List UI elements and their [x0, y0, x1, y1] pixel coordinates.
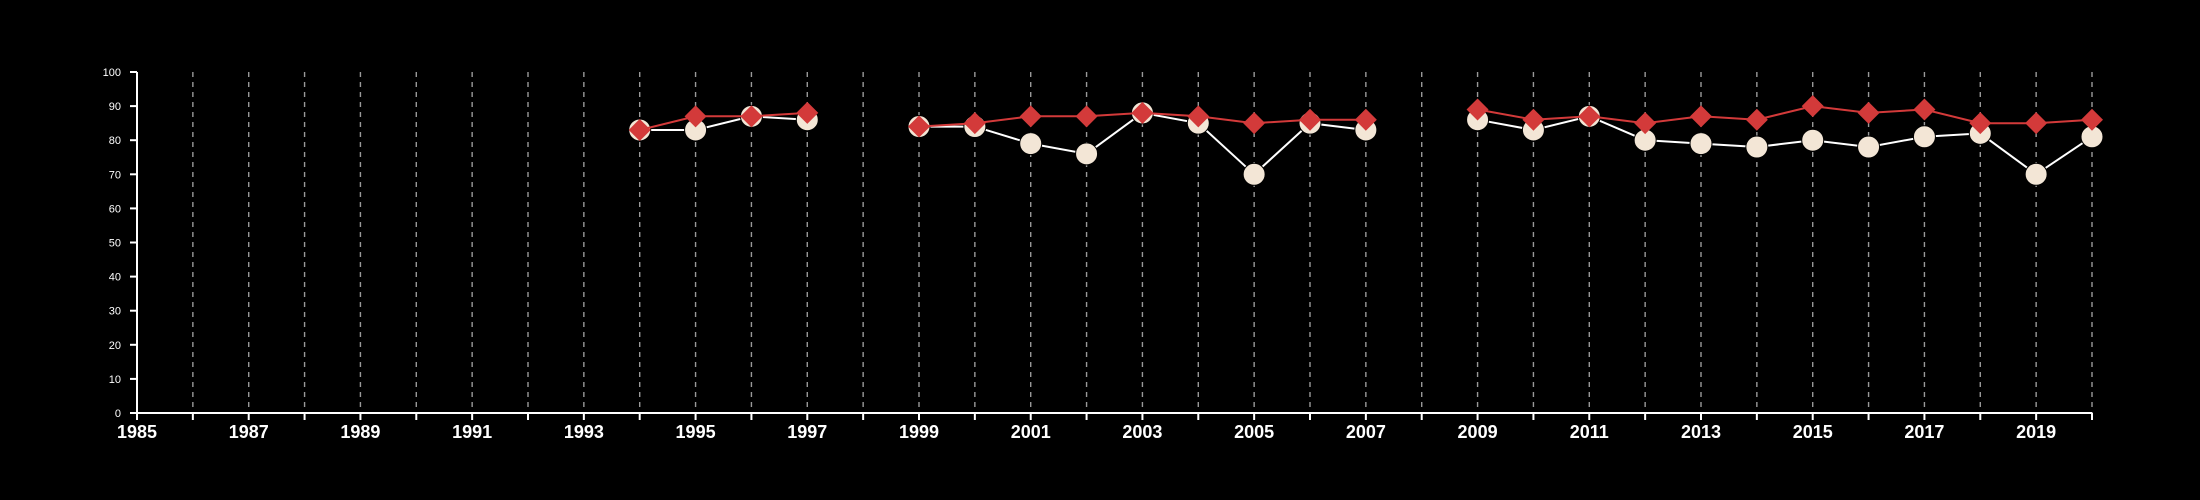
x-tick-label-2001: 2001 [1011, 422, 1051, 442]
series-2-point-2010 [1522, 108, 1545, 131]
y-tick-label-20: 20 [109, 340, 121, 352]
series-2-point-2013 [1690, 105, 1712, 128]
y-tick-label-0: 0 [115, 408, 121, 420]
series-2-line-1 [639, 111, 808, 131]
series-2-point-2012 [1634, 112, 1657, 135]
x-tick-label-2007: 2007 [1346, 422, 1386, 442]
series-2-point-2005 [1243, 112, 1266, 135]
series-1-point-2002 [1075, 142, 1099, 166]
x-tick-label-1985: 1985 [117, 422, 157, 442]
series-2-point-1999 [908, 115, 930, 138]
series-1-point-2015 [1801, 128, 1825, 152]
series-2-point-2015 [1801, 95, 1824, 118]
x-tick-label-1989: 1989 [340, 422, 380, 442]
x-tick-label-2015: 2015 [1793, 422, 1833, 442]
series-2-point-2000 [963, 112, 986, 135]
x-tick-label-1987: 1987 [229, 422, 269, 442]
series-1-point-2001 [1019, 132, 1043, 156]
series-2-point-2019 [2025, 112, 2048, 135]
series [628, 95, 2104, 186]
y-tick-label-60: 60 [109, 203, 121, 215]
x-tick-label-2019: 2019 [2016, 422, 2056, 442]
x-tick-label-2009: 2009 [1458, 422, 1498, 442]
x-tick-label-1995: 1995 [676, 422, 716, 442]
y-tick-label-90: 90 [109, 101, 121, 113]
y-tick-label-100: 100 [103, 67, 121, 79]
y-tick-label-30: 30 [109, 306, 121, 318]
series-1-point-2019 [2024, 162, 2048, 186]
y-tick-label-10: 10 [109, 374, 121, 386]
series-2-point-2011 [1578, 105, 1601, 128]
series-2-point-2018 [1969, 112, 1992, 135]
series-2-point-2001 [1019, 105, 1042, 128]
x-tick-label-1999: 1999 [899, 422, 939, 442]
series-2-point-2004 [1187, 105, 1210, 128]
series-1-line-1 [639, 115, 808, 131]
x-tick-label-1993: 1993 [564, 422, 604, 442]
gridlines [192, 72, 2093, 413]
series-2-point-2016 [1857, 101, 1880, 124]
series-2-point-2003 [1131, 101, 1154, 124]
series-2-point-2006 [1299, 108, 1321, 131]
series-2-point-2017 [1913, 98, 1936, 121]
series-2-point-1997 [796, 101, 819, 124]
series-2-point-2002 [1075, 105, 1098, 128]
series-2-point-2014 [1745, 108, 1768, 131]
series-2-point-1994 [628, 118, 651, 141]
y-tick-label-50: 50 [109, 238, 121, 250]
series-2-point-2007 [1354, 108, 1377, 131]
series-1-point-2005 [1242, 162, 1266, 186]
series-2-point-2009 [1466, 98, 1489, 121]
series-1-point-2017 [1912, 125, 1936, 149]
y-tick-label-40: 40 [109, 272, 121, 284]
series-2 [628, 95, 2103, 141]
x-tick-label-2011: 2011 [1570, 422, 1609, 442]
x-tick-label-2003: 2003 [1122, 422, 1162, 442]
series-2-point-1995 [684, 105, 707, 128]
series-2-point-1996 [740, 105, 763, 128]
y-tick-label-80: 80 [109, 135, 121, 147]
x-tick-label-1997: 1997 [787, 422, 827, 442]
x-tick-label-2017: 2017 [1904, 422, 1944, 442]
series-1-point-2013 [1689, 132, 1713, 156]
x-tick-label-1991: 1991 [452, 422, 492, 442]
axes: 1985 1987 1989 1991 1993 1995 1997 1999 2001 2003… [103, 67, 2093, 442]
x-tick-label-2013: 2013 [1681, 422, 1721, 442]
y-tick-label-70: 70 [109, 169, 121, 181]
series-1-point-2016 [1857, 135, 1881, 159]
x-tick-label-2005: 2005 [1234, 422, 1274, 442]
series-1-point-2014 [1745, 135, 1769, 159]
series-2-point-2020 [2081, 108, 2103, 131]
